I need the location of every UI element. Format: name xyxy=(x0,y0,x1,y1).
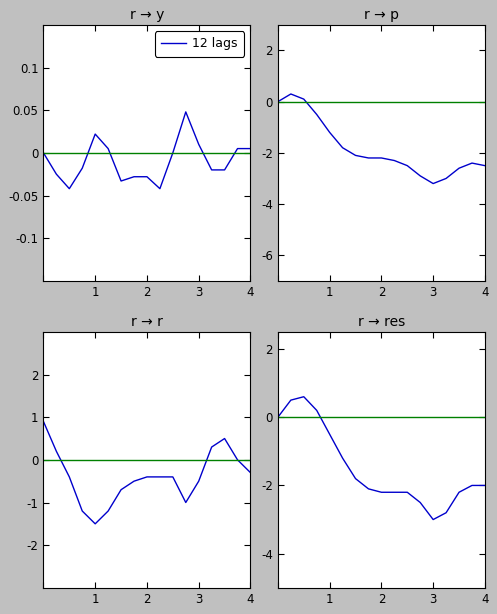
Title: r → res: r → res xyxy=(358,316,405,329)
Legend: 12 lags: 12 lags xyxy=(155,31,244,56)
Title: r → p: r → p xyxy=(364,9,399,22)
Title: r → y: r → y xyxy=(130,9,164,22)
Title: r → r: r → r xyxy=(131,316,163,329)
